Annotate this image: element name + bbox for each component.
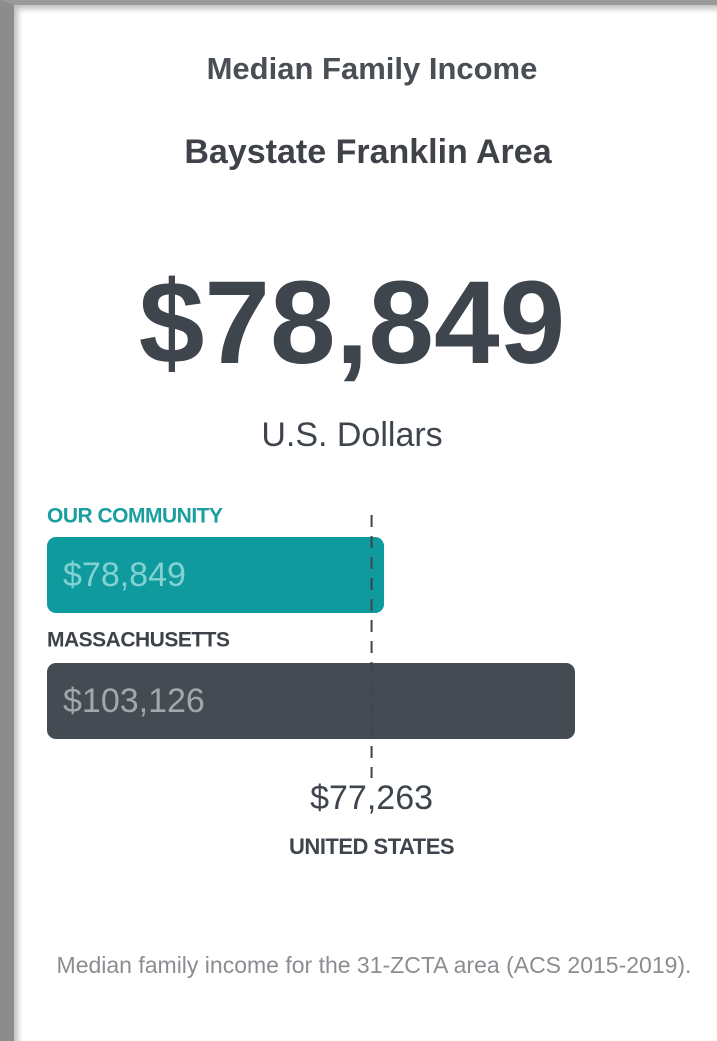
category-label: OUR COMMUNITY xyxy=(47,505,223,528)
chart-title: Median Family Income xyxy=(207,51,538,86)
reference-label: UNITED STATES xyxy=(289,834,454,859)
bar xyxy=(47,663,575,739)
headline-unit: U.S. Dollars xyxy=(261,416,442,454)
bar xyxy=(47,537,385,613)
value-label: $78,849 xyxy=(63,556,186,594)
chart-subtitle: Baystate Franklin Area xyxy=(184,133,552,171)
value-label: $103,126 xyxy=(63,682,205,720)
reference-value: $77,263 xyxy=(310,779,433,817)
headline-value: $78,849 xyxy=(139,257,566,389)
category-label: MASSACHUSETTS xyxy=(47,629,230,652)
note: Median family income for the 31-ZCTA are… xyxy=(56,952,692,978)
